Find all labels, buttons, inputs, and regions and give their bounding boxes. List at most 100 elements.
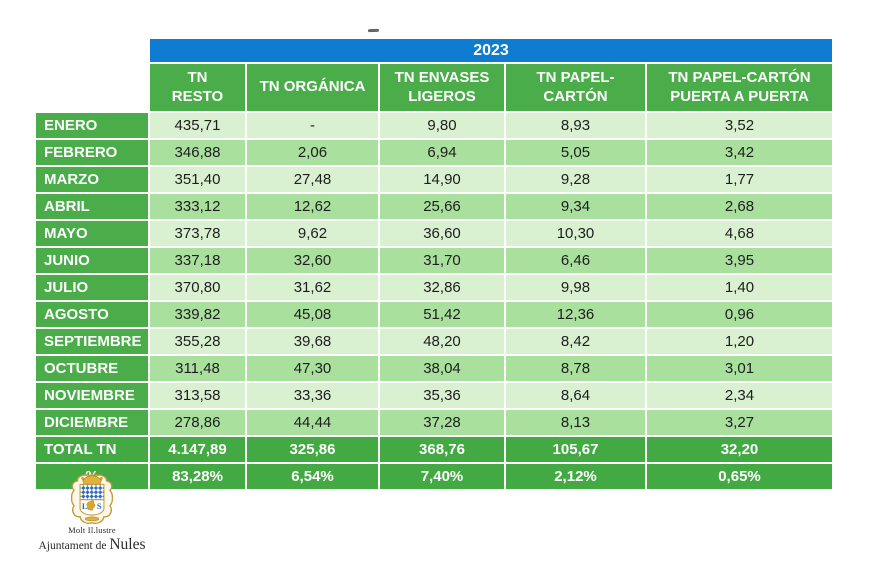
logo-caption-prefix: Ajuntament de (38, 540, 110, 552)
waste-tonnage-table: 2023 TN RESTO TN ORGÁNICA TN ENVASES LIG… (34, 37, 834, 491)
data-cell: 355,28 (148, 327, 247, 356)
data-cell: 8,13 (504, 408, 647, 437)
month-data-row: NOVIEMBRE 313,58 33,36 35,36 8,64 2,34 (34, 381, 834, 410)
percent-cell: 6,54% (245, 462, 380, 491)
month-data-row: ENERO 435,71 - 9,80 8,93 3,52 (34, 111, 834, 140)
data-cell: 45,08 (245, 300, 380, 329)
month-label: DICIEMBRE (34, 408, 150, 437)
percent-cell: 0,65% (645, 462, 834, 491)
percent-cell: 2,12% (504, 462, 647, 491)
month-data-row: JULIO 370,80 31,62 32,86 9,98 1,40 (34, 273, 834, 302)
crest-letter-s: S (97, 501, 102, 511)
data-cell: 38,04 (378, 354, 506, 383)
data-cell: 36,60 (378, 219, 506, 248)
month-data-row: MARZO 351,40 27,48 14,90 9,28 1,77 (34, 165, 834, 194)
data-cell: 10,30 (504, 219, 647, 248)
data-cell: 8,78 (504, 354, 647, 383)
month-label: AGOSTO (34, 300, 150, 329)
nules-coat-of-arms-icon: L S (70, 473, 114, 524)
column-header-organica: TN ORGÁNICA (245, 62, 380, 113)
data-cell: 339,82 (148, 300, 247, 329)
month-label: MARZO (34, 165, 150, 194)
total-cell: 105,67 (504, 435, 647, 464)
month-label: NOVIEMBRE (34, 381, 150, 410)
data-cell: 37,28 (378, 408, 506, 437)
data-cell: 1,77 (645, 165, 834, 194)
data-cell: 346,88 (148, 138, 247, 167)
data-cell: 6,46 (504, 246, 647, 275)
data-cell: 51,42 (378, 300, 506, 329)
percent-row: % 83,28% 6,54% 7,40% 2,12% 0,65% (34, 462, 834, 491)
data-cell: 0,96 (645, 300, 834, 329)
total-cell: 4.147,89 (148, 435, 247, 464)
data-cell: 9,28 (504, 165, 647, 194)
data-cell: 48,20 (378, 327, 506, 356)
month-data-row: AGOSTO 339,82 45,08 51,42 12,36 0,96 (34, 300, 834, 329)
logo-caption-line2: Ajuntament de Nules (22, 536, 162, 554)
data-cell: 6,94 (378, 138, 506, 167)
logo-caption-line1: Molt Il.lustre (68, 525, 116, 535)
data-cell: 373,78 (148, 219, 247, 248)
month-label: ENERO (34, 111, 150, 140)
column-header-resto: TN RESTO (148, 62, 247, 113)
column-header-papel: TN PAPEL-CARTÓN (504, 62, 647, 113)
logo-caption-town-name: Nules (109, 536, 146, 553)
data-cell: 1,40 (645, 273, 834, 302)
data-cell: 14,90 (378, 165, 506, 194)
data-cell: 278,86 (148, 408, 247, 437)
data-cell: 12,36 (504, 300, 647, 329)
data-cell: 3,52 (645, 111, 834, 140)
month-label: JUNIO (34, 246, 150, 275)
month-data-row: OCTUBRE 311,48 47,30 38,04 8,78 3,01 (34, 354, 834, 383)
data-cell: 35,36 (378, 381, 506, 410)
data-cell: 2,34 (645, 381, 834, 410)
month-data-row: FEBRERO 346,88 2,06 6,94 5,05 3,42 (34, 138, 834, 167)
data-cell: 8,64 (504, 381, 647, 410)
data-cell: 31,62 (245, 273, 380, 302)
total-row: TOTAL TN 4.147,89 325,86 368,76 105,67 3… (34, 435, 834, 464)
data-cell: 4,68 (645, 219, 834, 248)
data-cell: 44,44 (245, 408, 380, 437)
data-cell: 435,71 (148, 111, 247, 140)
data-cell: 311,48 (148, 354, 247, 383)
total-cell: 368,76 (378, 435, 506, 464)
month-label: JULIO (34, 273, 150, 302)
total-cell: 32,20 (645, 435, 834, 464)
waste-table-wrap: 2023 TN RESTO TN ORGÁNICA TN ENVASES LIG… (34, 37, 834, 491)
percent-cell: 83,28% (148, 462, 247, 491)
table-body: ENERO 435,71 - 9,80 8,93 3,52 FEBRERO 34… (34, 111, 834, 437)
town-hall-signature: L S Molt Il.lustre Ajuntament de Nules (22, 469, 162, 554)
month-label: MAYO (34, 219, 150, 248)
data-cell: 47,30 (245, 354, 380, 383)
column-header-papel-puerta: TN PAPEL-CARTÓN PUERTA A PUERTA (645, 62, 834, 113)
crest-lion-icon (86, 500, 96, 511)
data-cell: 9,80 (378, 111, 506, 140)
month-data-row: ABRIL 333,12 12,62 25,66 9,34 2,68 (34, 192, 834, 221)
data-cell: 32,60 (245, 246, 380, 275)
data-cell: 27,48 (245, 165, 380, 194)
month-label: ABRIL (34, 192, 150, 221)
crest-letter-l: L (82, 501, 88, 511)
month-label: SEPTIEMBRE (34, 327, 150, 356)
data-cell: 8,42 (504, 327, 647, 356)
month-data-row: JUNIO 337,18 32,60 31,70 6,46 3,95 (34, 246, 834, 275)
month-label: OCTUBRE (34, 354, 150, 383)
data-cell: 9,62 (245, 219, 380, 248)
month-label: FEBRERO (34, 138, 150, 167)
column-header-envases: TN ENVASES LIGEROS (378, 62, 506, 113)
data-cell: 351,40 (148, 165, 247, 194)
data-cell: 337,18 (148, 246, 247, 275)
data-cell: 39,68 (245, 327, 380, 356)
data-cell: 8,93 (504, 111, 647, 140)
total-label: TOTAL TN (34, 435, 150, 464)
data-cell: 9,34 (504, 192, 647, 221)
data-cell: 333,12 (148, 192, 247, 221)
data-cell: 1,20 (645, 327, 834, 356)
print-smudge-artifact (367, 28, 380, 32)
data-cell: 33,36 (245, 381, 380, 410)
percent-cell: 7,40% (378, 462, 506, 491)
month-data-row: MAYO 373,78 9,62 36,60 10,30 4,68 (34, 219, 834, 248)
data-cell: 25,66 (378, 192, 506, 221)
data-cell: 2,06 (245, 138, 380, 167)
